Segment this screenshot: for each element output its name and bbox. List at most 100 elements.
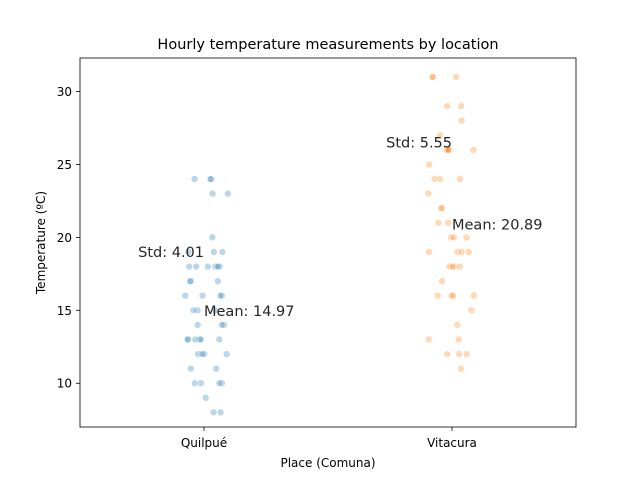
point-vitacura-4 <box>443 102 451 110</box>
point-vitacura-19 <box>444 219 452 227</box>
point-vitacura-27 <box>425 248 433 256</box>
point-vitacura-24 <box>465 248 473 256</box>
x-axis-label: Place (Comuna) <box>280 456 375 470</box>
point-quilpue-17 <box>214 277 222 285</box>
point-quilpue-10 <box>211 262 220 271</box>
point-quilpue-34 <box>194 350 202 358</box>
point-quilpue-25 <box>194 321 202 329</box>
point-vitacura-44 <box>457 365 465 373</box>
point-quilpue-2 <box>206 175 215 183</box>
point-vitacura-14 <box>430 175 439 183</box>
point-vitacura-43 <box>462 350 471 358</box>
point-vitacura-36 <box>449 292 457 300</box>
point-vitacura-38 <box>453 321 461 329</box>
point-vitacura-30 <box>448 262 457 271</box>
point-vitacura-10 <box>469 146 477 154</box>
annotations-layer: Std: 4.01 Mean: 14.97 Std: 5.55 Mean: 20.89 <box>138 136 542 320</box>
point-quilpue-20 <box>181 292 189 300</box>
point-quilpue-42 <box>215 379 223 387</box>
point-vitacura-41 <box>455 350 463 358</box>
x-axis: Quilpué Vitacura <box>181 427 477 450</box>
point-quilpue-27 <box>218 321 226 329</box>
point-quilpue-37 <box>198 350 207 358</box>
point-vitacura-16 <box>424 189 432 198</box>
point-vitacura-13 <box>436 175 444 183</box>
point-vitacura-35 <box>434 292 442 300</box>
point-vitacura-6 <box>436 131 444 139</box>
point-quilpue-12 <box>214 262 222 271</box>
point-vitacura-29 <box>445 262 454 271</box>
point-quilpue-46 <box>209 408 218 417</box>
point-quilpue-1 <box>190 175 199 183</box>
point-quilpue-26 <box>220 321 228 329</box>
y-tick-label-20: 20 <box>57 231 72 245</box>
point-vitacura-23 <box>450 233 458 242</box>
point-vitacura-32 <box>438 277 446 285</box>
point-quilpue-9 <box>216 262 224 271</box>
point-quilpue-13 <box>185 262 193 271</box>
point-vitacura-11 <box>445 146 453 154</box>
point-quilpue-16 <box>186 277 194 285</box>
y-tick-label-25: 25 <box>57 158 72 172</box>
point-quilpue-45 <box>216 408 225 417</box>
point-quilpue-35 <box>200 350 208 358</box>
y-axis: 10 15 20 25 30 <box>57 85 80 391</box>
points-layer <box>181 73 478 417</box>
point-vitacura-37 <box>467 306 476 314</box>
point-quilpue-30 <box>215 335 223 344</box>
point-quilpue-23 <box>193 306 202 314</box>
annotation-mean-14-97: Mean: 14.97 <box>204 304 295 320</box>
point-quilpue-24 <box>189 306 198 314</box>
plot-area-frame <box>79 57 577 428</box>
point-vitacura-2 <box>428 73 437 81</box>
point-vitacura-15 <box>456 175 464 183</box>
point-vitacura-3 <box>457 102 465 110</box>
point-vitacura-1 <box>452 73 460 81</box>
point-vitacura-40 <box>455 335 463 344</box>
point-vitacura-21 <box>462 233 471 242</box>
annotation-std-5-55: Std: 5.55 <box>386 136 452 152</box>
y-axis-label: Temperature (ºC) <box>34 191 48 295</box>
y-tick-label-30: 30 <box>57 85 72 99</box>
point-quilpue-40 <box>197 379 205 387</box>
point-quilpue-38 <box>212 365 220 373</box>
point-quilpue-5 <box>208 233 216 242</box>
point-quilpue-8 <box>210 248 218 256</box>
point-quilpue-36 <box>223 350 231 358</box>
point-vitacura-31 <box>456 262 464 271</box>
point-quilpue-7 <box>218 248 227 256</box>
point-vitacura-34 <box>470 292 478 300</box>
annotation-std-4-01: Std: 4.01 <box>138 245 204 261</box>
y-tick-label-15: 15 <box>57 304 72 318</box>
chart-title: Hourly temperature measurements by locat… <box>157 37 498 53</box>
point-vitacura-28 <box>450 262 459 271</box>
point-quilpue-14 <box>204 262 212 271</box>
point-vitacura-22 <box>447 233 455 242</box>
point-quilpue-39 <box>187 365 195 373</box>
point-vitacura-18 <box>437 204 446 212</box>
point-vitacura-39 <box>425 335 433 344</box>
point-quilpue-44 <box>202 394 210 402</box>
point-quilpue-41 <box>218 379 226 387</box>
x-tick-label-vitacura: Vitacura <box>427 436 477 450</box>
point-vitacura-42 <box>443 350 451 358</box>
point-vitacura-20 <box>434 219 443 227</box>
point-quilpue-21 <box>198 292 207 300</box>
point-quilpue-11 <box>192 262 200 271</box>
point-quilpue-6 <box>184 248 192 256</box>
point-vitacura-25 <box>453 248 462 256</box>
x-tick-label-quilpue: Quilpué <box>181 436 227 450</box>
y-tick-label-10: 10 <box>57 377 72 391</box>
point-vitacura-5 <box>457 117 466 125</box>
point-vitacura-12 <box>425 160 433 169</box>
point-quilpue-3 <box>224 189 232 198</box>
annotation-mean-20-89: Mean: 20.89 <box>452 217 543 233</box>
point-quilpue-33 <box>191 335 199 344</box>
point-vitacura-26 <box>457 248 466 256</box>
point-quilpue-4 <box>208 189 217 198</box>
point-quilpue-19 <box>216 292 225 300</box>
point-quilpue-43 <box>191 379 199 387</box>
point-quilpue-22 <box>211 306 219 314</box>
point-quilpue-32 <box>183 335 192 344</box>
